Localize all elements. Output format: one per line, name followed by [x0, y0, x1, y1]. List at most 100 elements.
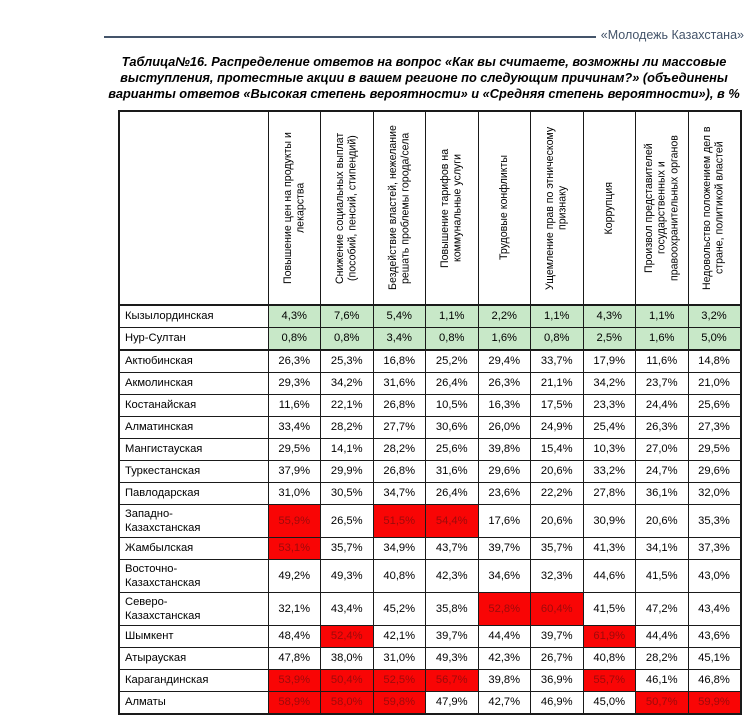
- value-cell: 46,9%: [530, 690, 584, 715]
- value-cell: 37,9%: [267, 459, 321, 483]
- value-cell: 26,3%: [477, 371, 531, 395]
- value-cell: 20,6%: [635, 503, 689, 538]
- value-cell: 25,3%: [320, 349, 374, 373]
- header-row: Повышение цен на продукты и лекарства Сни…: [118, 110, 741, 306]
- table-row: Северо- Казахстанская 32,1% 43,4% 45,2% 35,8…: [118, 591, 741, 626]
- value-cell: 49,3%: [425, 646, 479, 670]
- region-column-header: [118, 110, 269, 306]
- value-cell: 60,4%: [530, 591, 584, 626]
- value-cell: 46,1%: [635, 668, 689, 692]
- value-cell: 42,3%: [477, 646, 531, 670]
- value-cell: 31,6%: [425, 459, 479, 483]
- region-cell: Нур-Султан: [118, 326, 269, 351]
- region-cell: Кызылординская: [118, 304, 269, 328]
- value-cell: 1,6%: [635, 326, 689, 351]
- value-cell: 34,2%: [320, 371, 374, 395]
- value-cell: 32,0%: [687, 481, 741, 505]
- value-cell: 26,3%: [267, 349, 321, 373]
- value-cell: 11,6%: [635, 349, 689, 373]
- value-cell: 53,9%: [267, 668, 321, 692]
- value-cell: 61,9%: [582, 624, 636, 648]
- value-cell: 0,8%: [530, 326, 584, 351]
- value-cell: 31,6%: [372, 371, 426, 395]
- value-cell: 29,3%: [267, 371, 321, 395]
- value-cell: 34,9%: [372, 536, 426, 560]
- column-header-label: Снижение социальных выплат (пособий, пен…: [334, 132, 359, 284]
- column-header-label: Повышение тарифов на коммунальные услуги: [439, 148, 464, 268]
- value-cell: 25,2%: [425, 349, 479, 373]
- running-header: «Молодежь Казахстана»: [104, 28, 744, 42]
- value-cell: 50,4%: [320, 668, 374, 692]
- value-cell: 37,3%: [687, 536, 741, 560]
- value-cell: 39,8%: [477, 668, 531, 692]
- value-cell: 31,0%: [267, 481, 321, 505]
- value-cell: 56,7%: [425, 668, 479, 692]
- value-cell: 32,1%: [267, 591, 321, 626]
- value-cell: 16,8%: [372, 349, 426, 373]
- region-cell: Восточно- Казахстанская: [118, 558, 269, 593]
- value-cell: 24,9%: [530, 415, 584, 439]
- value-cell: 39,7%: [477, 536, 531, 560]
- value-cell: 23,7%: [635, 371, 689, 395]
- value-cell: 49,3%: [320, 558, 374, 593]
- table-row: Павлодарская 31,0% 30,5% 34,7% 26,4% 23,6% 22,…: [118, 481, 741, 505]
- value-cell: 27,7%: [372, 415, 426, 439]
- value-cell: 45,0%: [582, 690, 636, 715]
- value-cell: 47,2%: [635, 591, 689, 626]
- column-header: Коррупция: [582, 110, 636, 306]
- region-cell: Шымкент: [118, 624, 269, 648]
- region-cell: Жамбылская: [118, 536, 269, 560]
- value-cell: 0,8%: [425, 326, 479, 351]
- value-cell: 30,6%: [425, 415, 479, 439]
- value-cell: 44,6%: [582, 558, 636, 593]
- value-cell: 23,6%: [477, 481, 531, 505]
- value-cell: 34,1%: [635, 536, 689, 560]
- value-cell: 1,1%: [635, 304, 689, 328]
- value-cell: 41,5%: [582, 591, 636, 626]
- column-header: Бездействие властей, нежелание решать пр…: [372, 110, 426, 306]
- results-table: Повышение цен на продукты и лекарства Сни…: [118, 109, 742, 715]
- value-cell: 58,9%: [267, 690, 321, 715]
- column-header: Ущемление прав по этническому признаку: [530, 110, 584, 306]
- column-header-label: Ущемление прав по этническому признаку: [544, 126, 569, 290]
- region-cell: Костанайская: [118, 393, 269, 417]
- value-cell: 29,6%: [477, 459, 531, 483]
- region-cell: Карагандинская: [118, 668, 269, 692]
- value-cell: 2,2%: [477, 304, 531, 328]
- value-cell: 25,6%: [687, 393, 741, 417]
- value-cell: 44,4%: [635, 624, 689, 648]
- value-cell: 40,8%: [372, 558, 426, 593]
- value-cell: 1,6%: [477, 326, 531, 351]
- table-row: Карагандинская 53,9% 50,4% 52,5% 56,7% 39,8% 3…: [118, 668, 741, 692]
- region-cell: Северо- Казахстанская: [118, 591, 269, 626]
- value-cell: 5,0%: [687, 326, 741, 351]
- table-row: Актюбинская 26,3% 25,3% 16,8% 25,2% 29,4% 33,7…: [118, 349, 741, 373]
- value-cell: 43,4%: [320, 591, 374, 626]
- value-cell: 54,4%: [425, 503, 479, 538]
- value-cell: 29,5%: [687, 437, 741, 461]
- value-cell: 30,5%: [320, 481, 374, 505]
- value-cell: 17,6%: [477, 503, 531, 538]
- value-cell: 17,9%: [582, 349, 636, 373]
- value-cell: 45,1%: [687, 646, 741, 670]
- table-row: Нур-Султан 0,8% 0,8% 3,4% 0,8% 1,6% 0,8% 2,5% 1,…: [118, 326, 741, 351]
- value-cell: 59,8%: [372, 690, 426, 715]
- region-cell: Алматы: [118, 690, 269, 715]
- value-cell: 11,6%: [267, 393, 321, 417]
- value-cell: 34,2%: [582, 371, 636, 395]
- value-cell: 24,7%: [635, 459, 689, 483]
- value-cell: 0,8%: [267, 326, 321, 351]
- value-cell: 22,2%: [530, 481, 584, 505]
- value-cell: 1,1%: [530, 304, 584, 328]
- value-cell: 10,3%: [582, 437, 636, 461]
- region-cell: Павлодарская: [118, 481, 269, 505]
- region-cell: Мангистауская: [118, 437, 269, 461]
- column-header: Снижение социальных выплат (пособий, пен…: [320, 110, 374, 306]
- value-cell: 38,0%: [320, 646, 374, 670]
- table-body: Кызылординская 4,3% 7,6% 5,4% 1,1% 2,2% 1,1% 4,…: [118, 304, 741, 715]
- value-cell: 28,2%: [635, 646, 689, 670]
- value-cell: 4,3%: [582, 304, 636, 328]
- value-cell: 33,4%: [267, 415, 321, 439]
- value-cell: 26,4%: [425, 481, 479, 505]
- value-cell: 55,9%: [267, 503, 321, 538]
